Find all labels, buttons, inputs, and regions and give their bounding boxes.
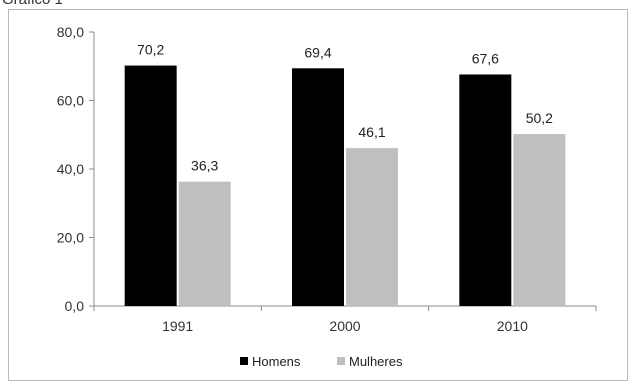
data-label-homens-2010: 67,6 <box>472 50 499 66</box>
bar-mulheres-2000 <box>346 148 398 306</box>
chart-data-labels: 70,2 36,3 69,4 46,1 67,6 50,2 <box>137 42 553 174</box>
bar-homens-2010 <box>459 74 512 306</box>
y-tick-label: 20,0 <box>57 230 84 246</box>
legend-label-homens: Homens <box>252 354 301 369</box>
bar-mulheres-1991 <box>178 181 231 306</box>
chart-bars <box>124 65 566 307</box>
data-label-mulheres-1991: 36,3 <box>191 158 218 174</box>
data-label-mulheres-2000: 46,1 <box>358 124 385 140</box>
x-tick-label: 2000 <box>329 318 360 334</box>
y-tick-label: 80,0 <box>57 24 84 40</box>
legend-swatch-mulheres <box>337 357 345 365</box>
x-tick-label: 2010 <box>497 318 528 334</box>
chart-title-cut: Gráfico 1 <box>2 0 63 8</box>
data-label-homens-2000: 69,4 <box>304 44 331 60</box>
chart-axes: 0,0 20,0 40,0 60,0 80,0 1991 2000 2010 <box>57 24 597 334</box>
data-label-homens-1991: 70,2 <box>137 42 164 58</box>
legend-label-mulheres: Mulheres <box>349 354 403 369</box>
y-tick-label: 60,0 <box>57 93 84 109</box>
y-tick-label: 0,0 <box>65 298 85 314</box>
data-label-mulheres-2010: 50,2 <box>526 110 553 126</box>
bar-homens-2000 <box>292 68 344 307</box>
legend-swatch-homens <box>240 357 248 365</box>
chart-legend: Homens Mulheres <box>240 354 403 369</box>
y-tick-label: 40,0 <box>57 161 84 177</box>
x-tick-label: 1991 <box>162 318 193 334</box>
bar-homens-1991 <box>124 65 177 306</box>
bar-mulheres-2010 <box>513 134 566 306</box>
